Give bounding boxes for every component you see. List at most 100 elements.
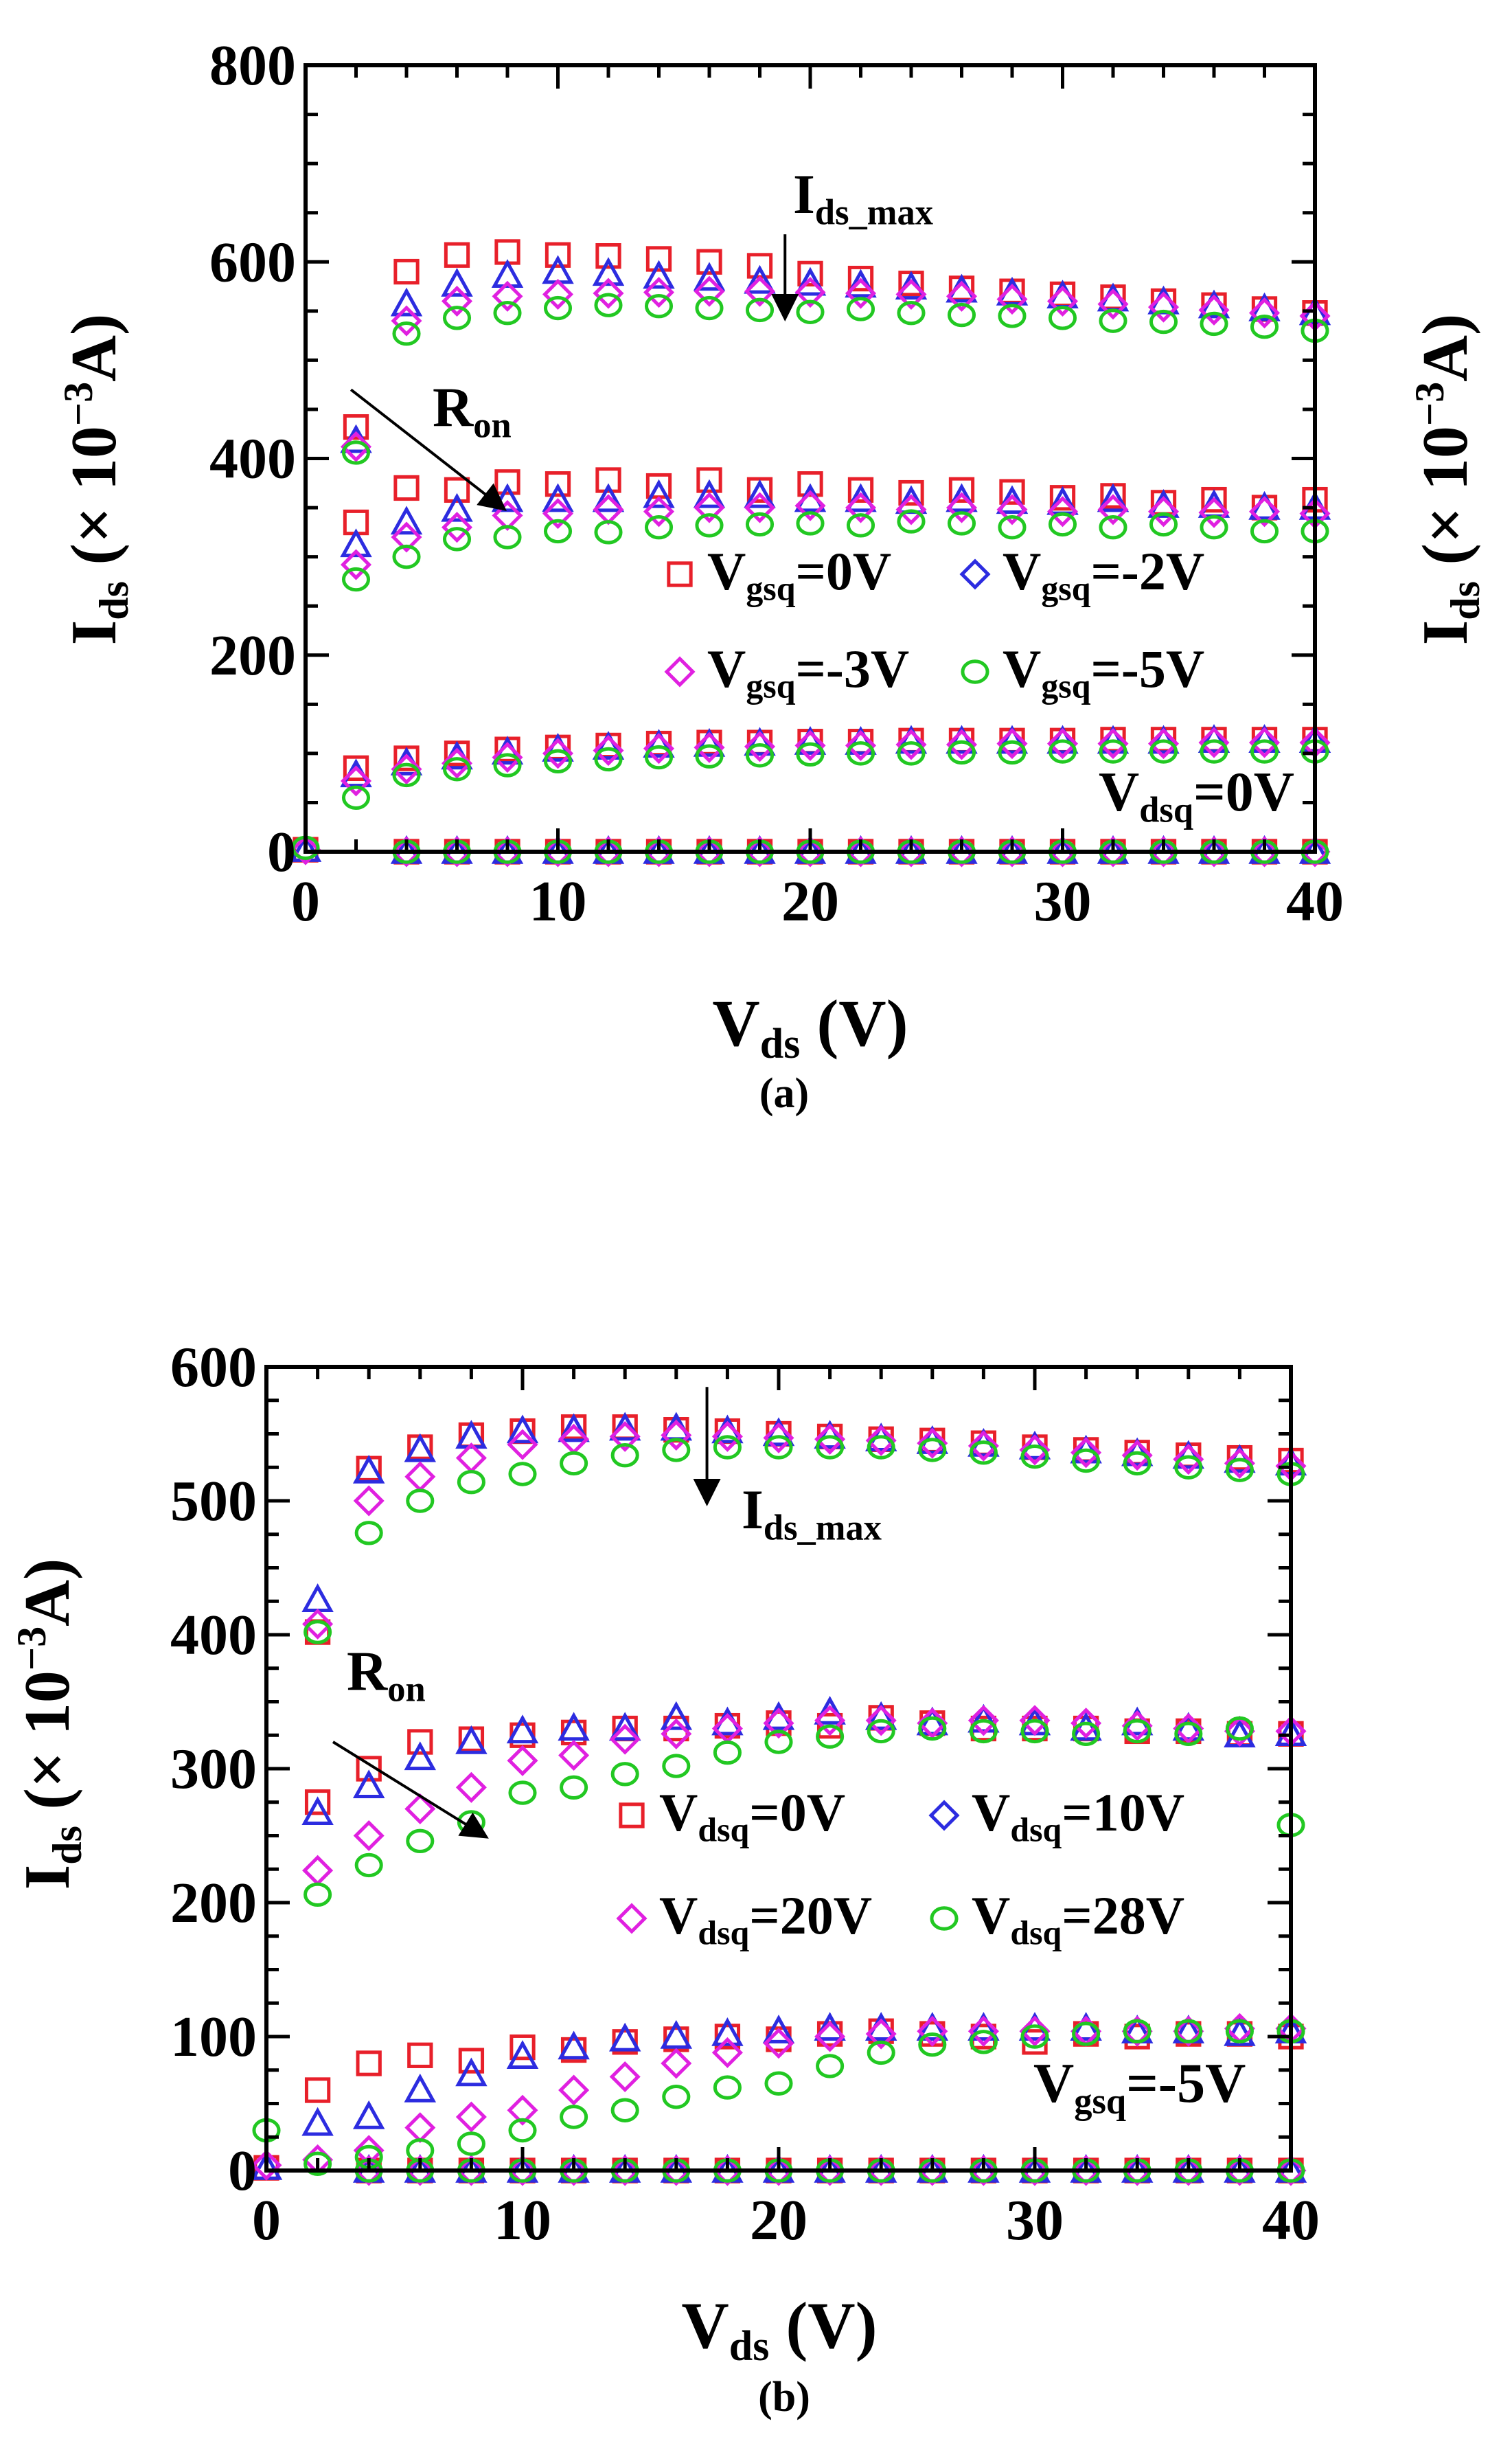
chart-a-point-s2-c1-17	[1198, 497, 1230, 528]
chart-a-legend-marker-3	[961, 659, 989, 684]
chart-a-point-s3-c1-16	[1149, 512, 1178, 537]
chart-b-point-s3-c1-12	[918, 1716, 947, 1741]
chart-a-point-s3-c1-4	[543, 519, 573, 544]
chart-b-point-s3-c2-16	[1123, 1451, 1152, 1476]
chart-a-point-s3-c0-14	[998, 740, 1027, 765]
chart-b-point-s2-c0-10	[763, 2028, 794, 2059]
chart-a-point-s2-c0-16	[1097, 728, 1129, 760]
chart-b-point-s3-c0-14	[969, 2030, 998, 2054]
chart-b-point-s2-c1-11	[865, 1705, 897, 1736]
chart-a-point-s3-c2-7	[695, 295, 724, 321]
chart-a-point-s2-c3-1	[441, 836, 473, 868]
chart-b-point-s2-c0-11	[814, 2021, 846, 2052]
chart-a-point-s3-c1-11	[897, 509, 926, 534]
chart-a-point-s1-c1-12	[946, 483, 978, 512]
chart-b-point-s1-c0-7	[608, 2022, 641, 2052]
chart-b-point-s3-c0-10	[764, 2071, 793, 2096]
chart-a-point-s3-c1-2	[442, 527, 472, 552]
chart-a-annotations: Ids_max Ron Vdsq=0V	[350, 163, 1294, 830]
chart-b-point-s1-c0-9	[711, 2017, 744, 2046]
chart-b-legend-label-3: Vdsq=28V	[972, 1885, 1184, 1952]
chart-b-point-s3-c1-9	[764, 1730, 793, 1754]
chart-a-point-s0-c1-2	[444, 477, 470, 503]
chart-b-point-s2-c3-7	[711, 2155, 743, 2186]
chart-a-point-s3-c1-6	[644, 514, 674, 540]
chart-b-point-s1-c0-8	[660, 2019, 693, 2049]
chart-a-point-s3-c2-11	[897, 300, 926, 326]
chart-b-point-s0-c1-10	[816, 1712, 843, 1739]
chart-b-point-s3-c1-17	[1174, 1721, 1203, 1747]
chart-b-point-s2-c0-3	[404, 2112, 436, 2144]
chart-a-point-s2-c3-5	[643, 836, 675, 868]
chart-a-point-s2-c1-12	[946, 492, 978, 523]
chart-b-point-s2-c2-15	[1070, 1437, 1102, 1469]
chart-b-legend-label-1: Vdsq=10V	[972, 1782, 1184, 1849]
chart-b-point-s3-c2-3	[457, 1470, 485, 1495]
chart-b-point-s2-c3-14	[1070, 2155, 1102, 2186]
chart-b-point-s2-c1-3	[455, 1771, 487, 1803]
chart-a-point-s2-c1-9	[794, 490, 826, 521]
chart-b-point-s2-c2-7	[661, 1419, 692, 1451]
chart-b-y-tick-label: 500	[170, 1469, 257, 1533]
chart-a-point-s1-c1-3	[491, 483, 524, 512]
chart-a-point-s3-c2-3	[493, 300, 522, 326]
chart-a-point-s2-c3-9	[845, 836, 877, 868]
chart-a-legend-marker-1	[959, 558, 991, 590]
chart-b-point-s1-c1-0	[301, 1796, 334, 1826]
chart-a-point-s3-c0-8	[695, 744, 724, 769]
chart-a-point-s3-c0-18	[1200, 739, 1228, 764]
chart-a-panel-caption: (a)	[759, 1070, 809, 1117]
chart-a-point-s3-c2-1	[392, 321, 421, 346]
chart-b-point-s2-c2-6	[609, 1420, 641, 1452]
chart-b-point-s3-c1-6	[610, 1762, 639, 1787]
chart-b-point-s1-c0-13	[916, 2012, 949, 2041]
chart-b-point-s2-c1-18	[1224, 1715, 1255, 1747]
chart-b-point-s3-c0-17	[1123, 2019, 1152, 2043]
chart-b-point-s3-c2-5	[560, 1451, 588, 1476]
chart-a-point-s3-c1-15	[1099, 514, 1127, 540]
chart-b-point-s2-c1-6	[609, 1723, 641, 1755]
chart-a-point-s0-c2-5	[595, 243, 621, 269]
chart-b-x-tick-label: 0	[252, 2188, 281, 2252]
chart-b-point-s2-c2-3	[455, 1442, 487, 1474]
chart-b-point-s1-c0-5	[506, 2040, 539, 2069]
chart-a-point-s0-c1-13	[999, 479, 1025, 505]
chart-b-point-s3-c0-4	[457, 2131, 485, 2156]
chart-a-point-s1-c0-17	[1147, 725, 1180, 754]
chart-a-point-s3-c0-9	[745, 743, 775, 768]
chart-b-point-s3-c1-16	[1123, 1719, 1152, 1744]
chart-a-point-s2-c3-8	[794, 836, 826, 868]
chart-a-point-s3-c0-17	[1149, 739, 1178, 764]
chart-a-point-s2-c0-11	[845, 729, 877, 761]
chart-b-point-s3-c1-7	[662, 1754, 691, 1778]
chart-a-point-s3-c1-10	[846, 513, 875, 538]
chart-a-point-s1-c2-9	[794, 267, 827, 296]
chart-a-point-s0-c1-9	[797, 471, 823, 497]
chart-b-point-s1-c0-10	[762, 2015, 795, 2043]
chart-b-point-s3-c1-11	[867, 1719, 895, 1744]
chart-a-point-s0-c1-3	[494, 469, 520, 495]
chart-a-y-tick-label: 600	[209, 230, 296, 294]
chart-b-point-s1-c0-2	[352, 2100, 385, 2129]
chart-a-annotation-2: Vdsq=0V	[1099, 760, 1294, 830]
chart-a-point-s1-c1-10	[845, 483, 877, 512]
chart-a-point-s0-c2-1	[393, 258, 420, 285]
chart-a-point-s2-c1-16	[1147, 496, 1180, 528]
chart-a-point-s1-c1-0	[340, 528, 372, 558]
chart-b-panel-caption: (b)	[758, 2374, 810, 2421]
chart-a-point-s3-c0-10	[796, 742, 825, 767]
chart-a-x-tick-label: 30	[1034, 870, 1092, 933]
chart-b-point-s3-c0-18	[1174, 2019, 1203, 2043]
chart-a-x-tick-label: 0	[291, 870, 320, 933]
chart-b-point-s2-c0-12	[865, 2018, 897, 2050]
chart-a-point-s0-c2-9	[797, 260, 823, 287]
chart-a-point-s1-c1-8	[744, 479, 776, 508]
chart-b-point-s1-c1-2	[404, 1741, 437, 1771]
chart-a-point-s3-c1-8	[745, 512, 775, 537]
chart-b-annotation-0: Ids_max	[742, 1478, 882, 1548]
chart-a-point-s3-c2-17	[1200, 311, 1228, 337]
chart-b-point-s2-c2-16	[1121, 1440, 1153, 1471]
chart-b-point-s2-c0-15	[1019, 2015, 1051, 2047]
chart-b-point-s2-c3-4	[558, 2155, 590, 2186]
